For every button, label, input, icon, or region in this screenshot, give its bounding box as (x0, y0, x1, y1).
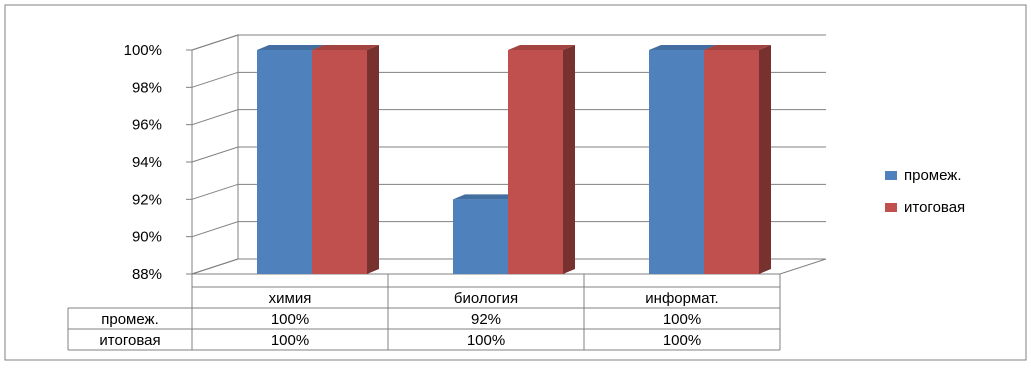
bar-top (453, 194, 520, 200)
bar-front (508, 50, 563, 274)
data-label: 100% (271, 311, 309, 328)
bar-front (704, 50, 759, 274)
bar-информат.-итоговая (704, 45, 771, 274)
gridline (191, 221, 826, 238)
bar-top (312, 45, 379, 50)
data-label: 100% (271, 332, 309, 349)
x-tick-label: биология (454, 290, 518, 307)
y-tick-label: 100% (124, 42, 162, 59)
gridline (191, 34, 826, 51)
y-tick-label: 94% (132, 154, 162, 171)
bar-top (649, 45, 716, 50)
bar-биология-итоговая (508, 45, 575, 274)
y-tick-label: 88% (132, 266, 162, 283)
bar-top (704, 45, 771, 50)
legend-swatch (885, 203, 897, 212)
bar-side (759, 45, 771, 274)
y-tick-label: 96% (132, 117, 162, 134)
data-label: 92% (471, 311, 501, 328)
bar-front (453, 199, 508, 274)
bar-химия-итоговая (312, 45, 379, 274)
legend-label: итоговая (904, 199, 965, 216)
gridline (191, 146, 826, 163)
gridline (191, 183, 826, 200)
x-tick-label: химия (269, 290, 312, 307)
gridline (191, 258, 826, 275)
bar-top (508, 45, 575, 50)
y-tick-label: 90% (132, 229, 162, 246)
legend-swatch (885, 171, 897, 180)
x-tick-label: информат. (645, 290, 718, 307)
data-label: 100% (663, 311, 701, 328)
gridline (191, 109, 826, 126)
bar-front (257, 50, 312, 274)
data-label: 100% (467, 332, 505, 349)
bar-top (257, 45, 324, 50)
bar-side (563, 45, 575, 274)
legend-label: промеж. (904, 167, 962, 184)
table-row-header: итоговая (99, 332, 160, 349)
table-row-header: промеж. (101, 311, 159, 328)
bar-front (649, 50, 704, 274)
gridline (191, 71, 826, 88)
y-tick-label: 92% (132, 191, 162, 208)
y-tick-label: 98% (132, 79, 162, 96)
bar-front (312, 50, 367, 274)
data-label: 100% (663, 332, 701, 349)
bar-side (367, 45, 379, 274)
